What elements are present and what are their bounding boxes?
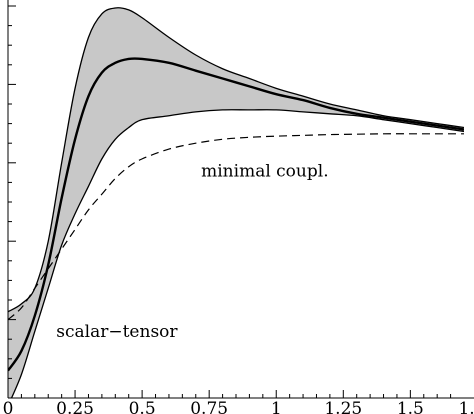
tick-layer: 0 0.25 0.5 0.75 1 1.25 1.5 1.75 [3,5,474,414]
axes-layer [7,0,474,399]
chart-annotation: minimal coupl. [201,162,328,182]
x-tick-label: 0.25 [56,399,94,414]
series-line-solid [8,57,464,372]
x-tick-label: 1 [271,399,282,414]
x-tick-label: 1.25 [324,399,362,414]
annotation-layer: minimal coupl. scalar−tensor [56,162,328,343]
x-tick-label: 0.5 [129,399,156,414]
band-upper-edge [8,7,464,313]
chart-annotation: scalar−tensor [56,322,178,342]
series-layer [8,57,464,372]
band-lower-edge [10,109,464,398]
x-tick-label: 1.75 [458,399,474,414]
uncertainty-band-fill [8,7,464,398]
uncertainty-band-layer [8,7,464,398]
x-tick-label: 0.75 [190,399,228,414]
series-line-dashed [8,133,464,321]
x-tick-label: 1.5 [397,399,424,414]
x-tick-label: 0 [3,399,14,414]
